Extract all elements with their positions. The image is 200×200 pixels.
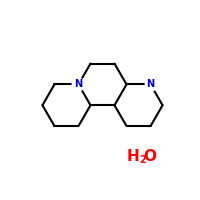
Text: N: N	[74, 79, 83, 89]
Text: H: H	[126, 149, 139, 164]
Text: O: O	[144, 149, 157, 164]
Text: 2: 2	[139, 155, 146, 165]
Text: N: N	[146, 79, 155, 89]
